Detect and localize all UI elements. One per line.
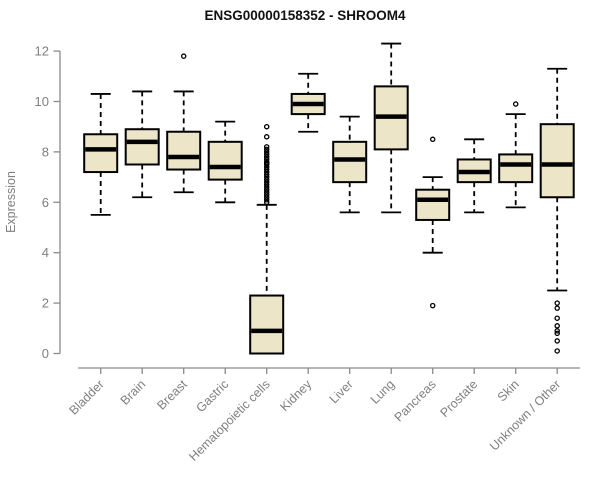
outlier-point (263, 144, 270, 150)
category-tick-label: Skin (495, 377, 522, 404)
outlier-point (263, 199, 270, 206)
box-group (539, 67, 575, 354)
box-group (498, 101, 534, 209)
category-tick-label: Lung (368, 377, 398, 407)
y-tick-label: 12 (35, 44, 49, 59)
iqr-box (249, 294, 285, 355)
box-group (332, 115, 368, 214)
category-tick-label: Bladder (66, 377, 106, 417)
y-axis-title: Expression (4, 171, 18, 233)
outlier-point (554, 323, 560, 329)
iqr-box (415, 188, 451, 221)
box-group (290, 72, 326, 133)
category-tick-label: Kidney (277, 377, 314, 414)
outlier-point (263, 197, 270, 203)
y-tick-label: 0 (42, 346, 49, 361)
chart-title: ENSG00000158352 - SHROOM4 (204, 8, 406, 23)
outlier-point (554, 328, 560, 334)
box-group (415, 136, 451, 309)
category-tick-label: Unknown / Other (487, 377, 563, 453)
outlier-point (554, 305, 560, 311)
outlier-point (263, 176, 270, 183)
outlier-point (263, 179, 270, 185)
box-group (373, 42, 409, 214)
outlier-point (554, 315, 560, 321)
outlier-point (429, 302, 436, 309)
outlier-point (554, 338, 560, 344)
outlier-point (263, 181, 270, 188)
box-group (249, 123, 285, 355)
outlier-point (263, 151, 270, 158)
iqr-box (498, 153, 534, 184)
y-tick-label: 10 (35, 94, 49, 109)
outlier-point (263, 174, 270, 180)
y-tick-label: 2 (42, 296, 49, 311)
iqr-box (83, 133, 119, 174)
outlier-point (180, 53, 187, 59)
box-group (83, 93, 119, 216)
iqr-box (332, 140, 368, 184)
outlier-point (263, 161, 270, 168)
outlier-point (263, 149, 270, 155)
box-group (456, 138, 492, 214)
outlier-point (263, 169, 270, 175)
y-tick-label: 4 (42, 245, 49, 260)
outlier-point (263, 189, 270, 195)
outlier-point (263, 164, 270, 170)
outlier-point (263, 186, 270, 193)
outlier-point (263, 146, 270, 153)
outlier-point (263, 134, 270, 140)
category-tick-label: Gastric (193, 377, 231, 415)
category-tick-label: Pancreas (392, 377, 439, 424)
category-tick-label: Breast (154, 377, 190, 413)
box-group (166, 53, 202, 194)
outlier-point (263, 123, 270, 130)
iqr-box (166, 130, 202, 171)
outlier-point (263, 171, 270, 178)
iqr-box (539, 123, 575, 199)
outlier-point (263, 184, 270, 190)
outlier-point (263, 191, 270, 198)
category-tick-label: Prostate (437, 377, 480, 420)
box-group (124, 90, 160, 199)
y-tick-label: 6 (42, 195, 49, 210)
outlier-point (554, 348, 560, 354)
y-tick-label: 8 (42, 144, 49, 159)
outlier-point (263, 166, 270, 173)
iqr-box (124, 128, 160, 166)
outlier-point (429, 136, 436, 143)
outlier-point (263, 154, 270, 160)
category-tick-label: Hematopoietic cells (186, 377, 273, 464)
outlier-point (512, 101, 519, 107)
outlier-point (263, 194, 270, 201)
outlier-point (554, 330, 560, 337)
category-tick-label: Liver (327, 377, 356, 406)
category-tick-label: Brain (118, 377, 149, 408)
iqr-box (207, 140, 243, 181)
box-group (207, 120, 243, 204)
outlier-point (554, 300, 560, 306)
